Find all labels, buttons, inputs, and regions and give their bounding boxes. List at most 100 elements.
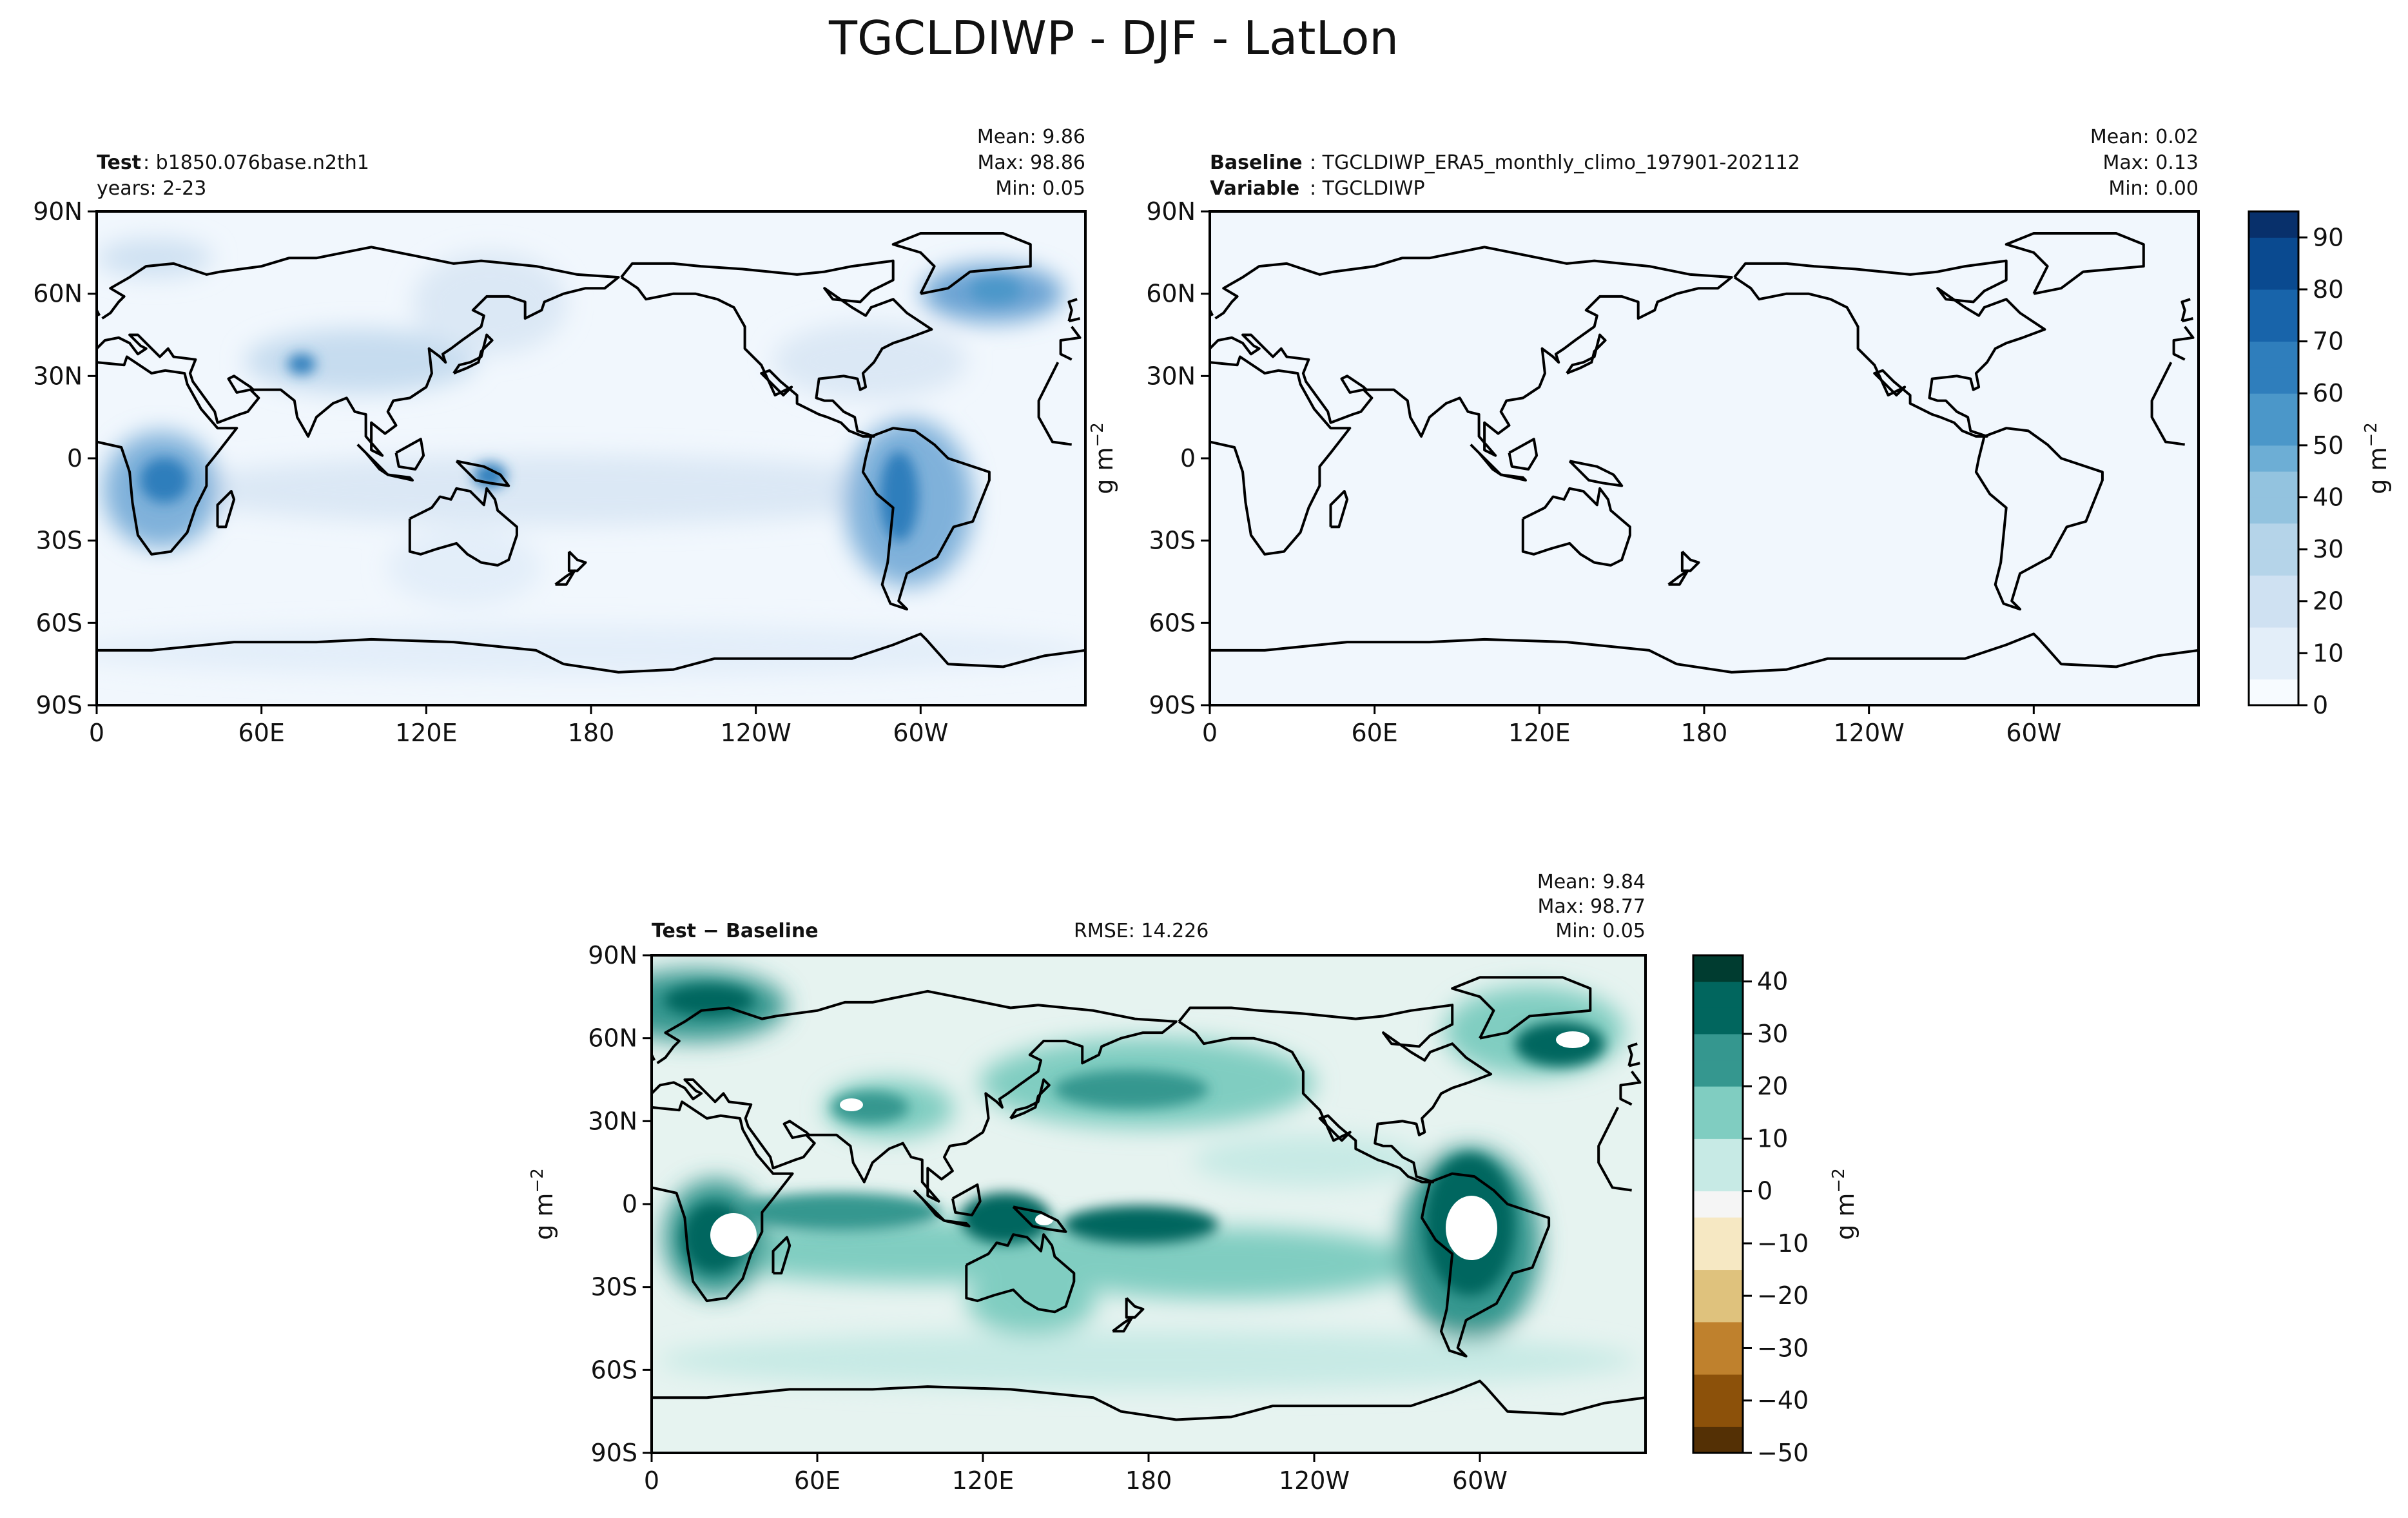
colorbar-bin (1693, 1348, 1743, 1375)
blues-colorbar: 0 10 20 30 40 50 60 70 80 90 (2248, 210, 2344, 719)
difference-field (652, 955, 1646, 1453)
test-label-value: : b1850.076base.n2th1 (143, 151, 369, 174)
x-tick-label: 60W (2006, 719, 2061, 747)
coastline (1500, 473, 1527, 482)
colorbar-tick-label: −50 (1757, 1439, 1809, 1467)
colorbar-tick-label: 30 (1757, 1020, 1788, 1048)
x-tick-label: 120W (1279, 1466, 1350, 1495)
coastline (1125, 1297, 1145, 1319)
coastline (1178, 1004, 1493, 1183)
baseline-coastlines (1210, 232, 2199, 674)
colorbar-tick-label: 60 (2313, 379, 2344, 407)
y-tick-label: 60S (36, 608, 83, 637)
test-field (97, 211, 1085, 705)
y-tick-label: 30N (1146, 362, 1196, 390)
coastline (1210, 355, 1352, 556)
y-tick-label: 90S (1149, 691, 1196, 719)
coastline (216, 490, 236, 529)
x-tick-label: 120E (395, 719, 458, 747)
coastline (97, 246, 620, 457)
coastline (772, 1236, 791, 1275)
colorbar-bin (1693, 1060, 1743, 1087)
colorbar-tick-label: 30 (2313, 535, 2344, 563)
coastline (1597, 1107, 1632, 1192)
colorbar-bin (2249, 341, 2298, 368)
x-tick-label: 60E (1351, 719, 1397, 747)
coastline (1566, 333, 1607, 375)
y-tick-label: 30S (36, 527, 83, 555)
x-tick-label: 120W (721, 719, 791, 747)
coastline (1667, 569, 1689, 586)
coastline (620, 259, 933, 438)
coastline (965, 1233, 1076, 1314)
coastline (1568, 460, 1624, 487)
colorbar-bin (1693, 1243, 1743, 1270)
baseline-axes: 0 60E 120E 180 120W 60W 90N 60N 30N 0 30S 60S 90S (1146, 197, 2061, 747)
coastline (861, 427, 991, 611)
coastline (2180, 298, 2191, 322)
x-tick-label: 180 (1681, 719, 1728, 747)
colorbar-tick-label: −20 (1757, 1281, 1809, 1310)
colorbar-bin (2249, 653, 2298, 680)
test-axes: 0 60E 120E 180 120W 60W 90N 60N 30N 0 30S 60S 90S (33, 197, 948, 747)
colorbar-tick-label: 20 (2313, 587, 2344, 616)
colorbar-bin (2249, 445, 2298, 472)
coastline (944, 1219, 971, 1228)
colorbar-tick-label: 10 (2313, 639, 2344, 667)
colorbar-bin (1693, 1296, 1743, 1323)
baseline-stat-max: Max: 0.13 (2103, 151, 2199, 174)
diverging-colorbar: 40 30 20 10 0 −10 −20 −30 −40 −50 (1692, 954, 1809, 1467)
x-tick-label: 120E (952, 1466, 1015, 1495)
colorbar-bin (1693, 1033, 1743, 1061)
colorbar-bin (2249, 497, 2298, 524)
x-tick-label: 0 (1202, 719, 1218, 747)
y-tick-label: 0 (622, 1190, 637, 1218)
panel-difference: Test − Baseline RMSE: 14.226 Mean: 9.84 … (528, 871, 1859, 1495)
coastline (1421, 1172, 1551, 1357)
coastline (1619, 1070, 1642, 1106)
x-tick-label: 0 (644, 1466, 659, 1495)
baseline-label-value: : TGCLDIWP_ERA5_monthly_climo_197901-202… (1310, 151, 1800, 174)
colorbar-bin (2249, 367, 2298, 394)
colorbar-tick-label: 0 (2313, 691, 2328, 719)
baseline-stat-mean: Mean: 0.02 (2090, 126, 2199, 148)
coastline (1627, 1042, 1638, 1067)
difference-axes: 0 60E 120E 180 120W 60W 90N 60N 30N 0 30S 60S 90S (588, 941, 1508, 1495)
diff-stat-min: Min: 0.05 (1555, 920, 1646, 942)
baseline-variable-key: Variable (1210, 177, 1299, 200)
coastline (452, 333, 494, 375)
coastline (1009, 1078, 1051, 1120)
coastline (97, 632, 1085, 674)
colorbar-bin (1693, 1374, 1743, 1401)
coastline (652, 989, 1178, 1203)
y-tick-label: 0 (67, 444, 83, 472)
coastline (1329, 490, 1349, 529)
colorbar-bin (1693, 1191, 1743, 1218)
colorbar-bin (2249, 575, 2298, 602)
baseline-ylabel: g m−2 (1088, 422, 1118, 494)
colorbar-bin (2249, 315, 2298, 342)
colorbar-tick-label: 20 (1757, 1072, 1788, 1100)
y-tick-label: 90N (33, 197, 83, 226)
test-stat-max: Max: 98.86 (977, 151, 1085, 174)
y-tick-label: 60N (33, 280, 83, 308)
x-tick-label: 120E (1508, 719, 1571, 747)
coastline (1628, 1062, 1640, 1067)
coastline (356, 443, 389, 476)
coastline (387, 473, 414, 482)
test-label-key: Test (97, 151, 141, 174)
x-tick-label: 0 (89, 719, 104, 747)
coastline (1974, 427, 2104, 611)
coastline (1012, 1205, 1067, 1233)
x-tick-label: 180 (568, 719, 615, 747)
colorbar-bin (1693, 1112, 1743, 1139)
coastline (1210, 632, 2199, 674)
colorbar-bin (2249, 393, 2298, 420)
y-tick-label: 90N (588, 941, 637, 969)
colorbar-bin (2249, 289, 2298, 316)
coastline (913, 1189, 946, 1222)
coastline (1037, 362, 1072, 446)
y-tick-label: 0 (1180, 444, 1196, 472)
test-coastlines (97, 232, 1085, 674)
